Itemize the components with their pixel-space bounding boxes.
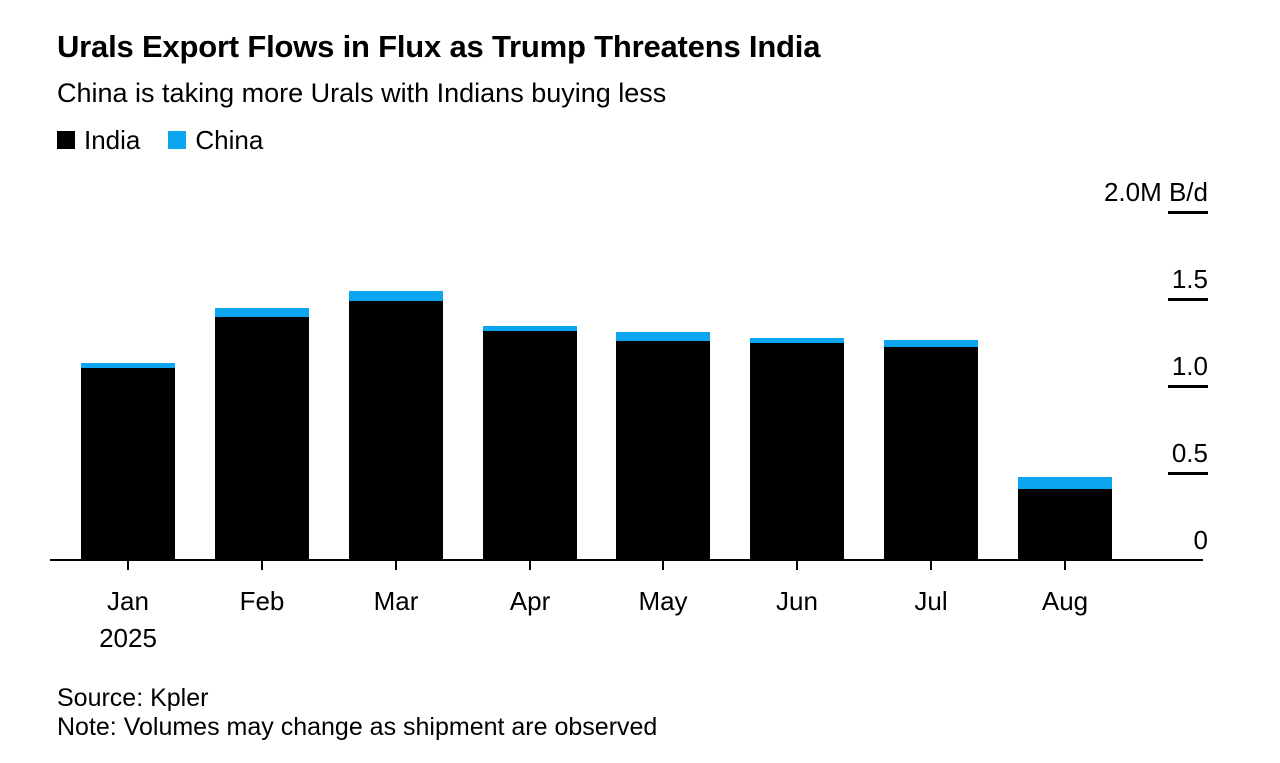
x-label-jun: Jun <box>776 586 818 616</box>
y-tick-label-0: 0 <box>1193 525 1208 555</box>
source-text: Source: Kpler <box>57 684 209 712</box>
bar-segment-india-jul <box>884 347 978 559</box>
bar-segment-india-may <box>616 341 710 559</box>
x-tick-apr <box>529 561 531 570</box>
x-label-feb: Feb <box>239 586 285 616</box>
chart-subtitle: China is taking more Urals with Indians … <box>57 78 667 108</box>
bar-segment-india-mar <box>349 301 443 559</box>
x-axis-line <box>50 559 1203 561</box>
y-tick-2 <box>1168 211 1208 214</box>
bar-mar <box>349 291 443 559</box>
bar-segment-india-aug <box>1018 489 1112 559</box>
bar-segment-china-apr <box>483 326 577 331</box>
bar-segment-china-feb <box>215 308 309 317</box>
y-tick-label-1: 1.0 <box>1171 351 1208 381</box>
note-text: Note: Volumes may change as shipment are… <box>57 713 658 741</box>
chart-title: Urals Export Flows in Flux as Trump Thre… <box>57 29 821 64</box>
footer-notes: Source: Kpler Note: Volumes may change a… <box>57 684 657 742</box>
bar-segment-india-feb <box>215 317 309 559</box>
bar-segment-india-jan <box>81 368 175 559</box>
x-tick-jun <box>796 561 798 570</box>
bar-jun <box>750 338 844 559</box>
china-swatch-icon <box>168 131 187 149</box>
x-tick-mar <box>395 561 397 570</box>
bar-jan <box>81 363 175 559</box>
legend-item-india: India <box>57 127 140 153</box>
x-label-may: May <box>638 586 688 616</box>
legend-label: India <box>84 125 141 155</box>
x-tick-aug <box>1064 561 1066 570</box>
y-tick-1 <box>1168 385 1208 388</box>
bar-apr <box>483 326 577 559</box>
y-tick-0.5 <box>1168 472 1208 475</box>
x-tick-feb <box>261 561 263 570</box>
bar-segment-china-jul <box>884 340 978 347</box>
y-tick-label-2: 2.0M B/d <box>1103 177 1208 207</box>
bar-segment-china-may <box>616 332 710 341</box>
x-label-jan: Jan 2025 <box>61 583 195 657</box>
legend-item-china: China <box>168 127 263 153</box>
bar-may <box>616 332 710 559</box>
bar-segment-india-apr <box>483 331 577 559</box>
x-label-jul: Jul <box>914 586 948 616</box>
x-sublabel-year: 2025 <box>99 623 157 653</box>
y-tick-label-1.5: 1.5 <box>1171 264 1208 294</box>
x-label-aug: Aug <box>1041 586 1089 616</box>
x-label-apr: Apr <box>509 586 551 616</box>
bar-segment-china-mar <box>349 291 443 301</box>
y-tick-label-0.5: 0.5 <box>1171 438 1208 468</box>
bar-segment-china-jun <box>750 338 844 343</box>
bar-aug <box>1018 477 1112 559</box>
legend-label: China <box>195 125 264 155</box>
india-swatch-icon <box>57 131 75 149</box>
y-tick-1.5 <box>1168 298 1208 301</box>
bar-segment-china-aug <box>1018 477 1112 489</box>
legend: India China <box>57 127 263 153</box>
bar-feb <box>215 308 309 559</box>
x-tick-jul <box>930 561 932 570</box>
x-tick-may <box>662 561 664 570</box>
x-label-mar: Mar <box>373 586 419 616</box>
x-tick-jan <box>127 561 129 570</box>
bar-segment-india-jun <box>750 343 844 559</box>
bar-segment-china-jan <box>81 363 175 368</box>
bar-jul <box>884 340 978 559</box>
